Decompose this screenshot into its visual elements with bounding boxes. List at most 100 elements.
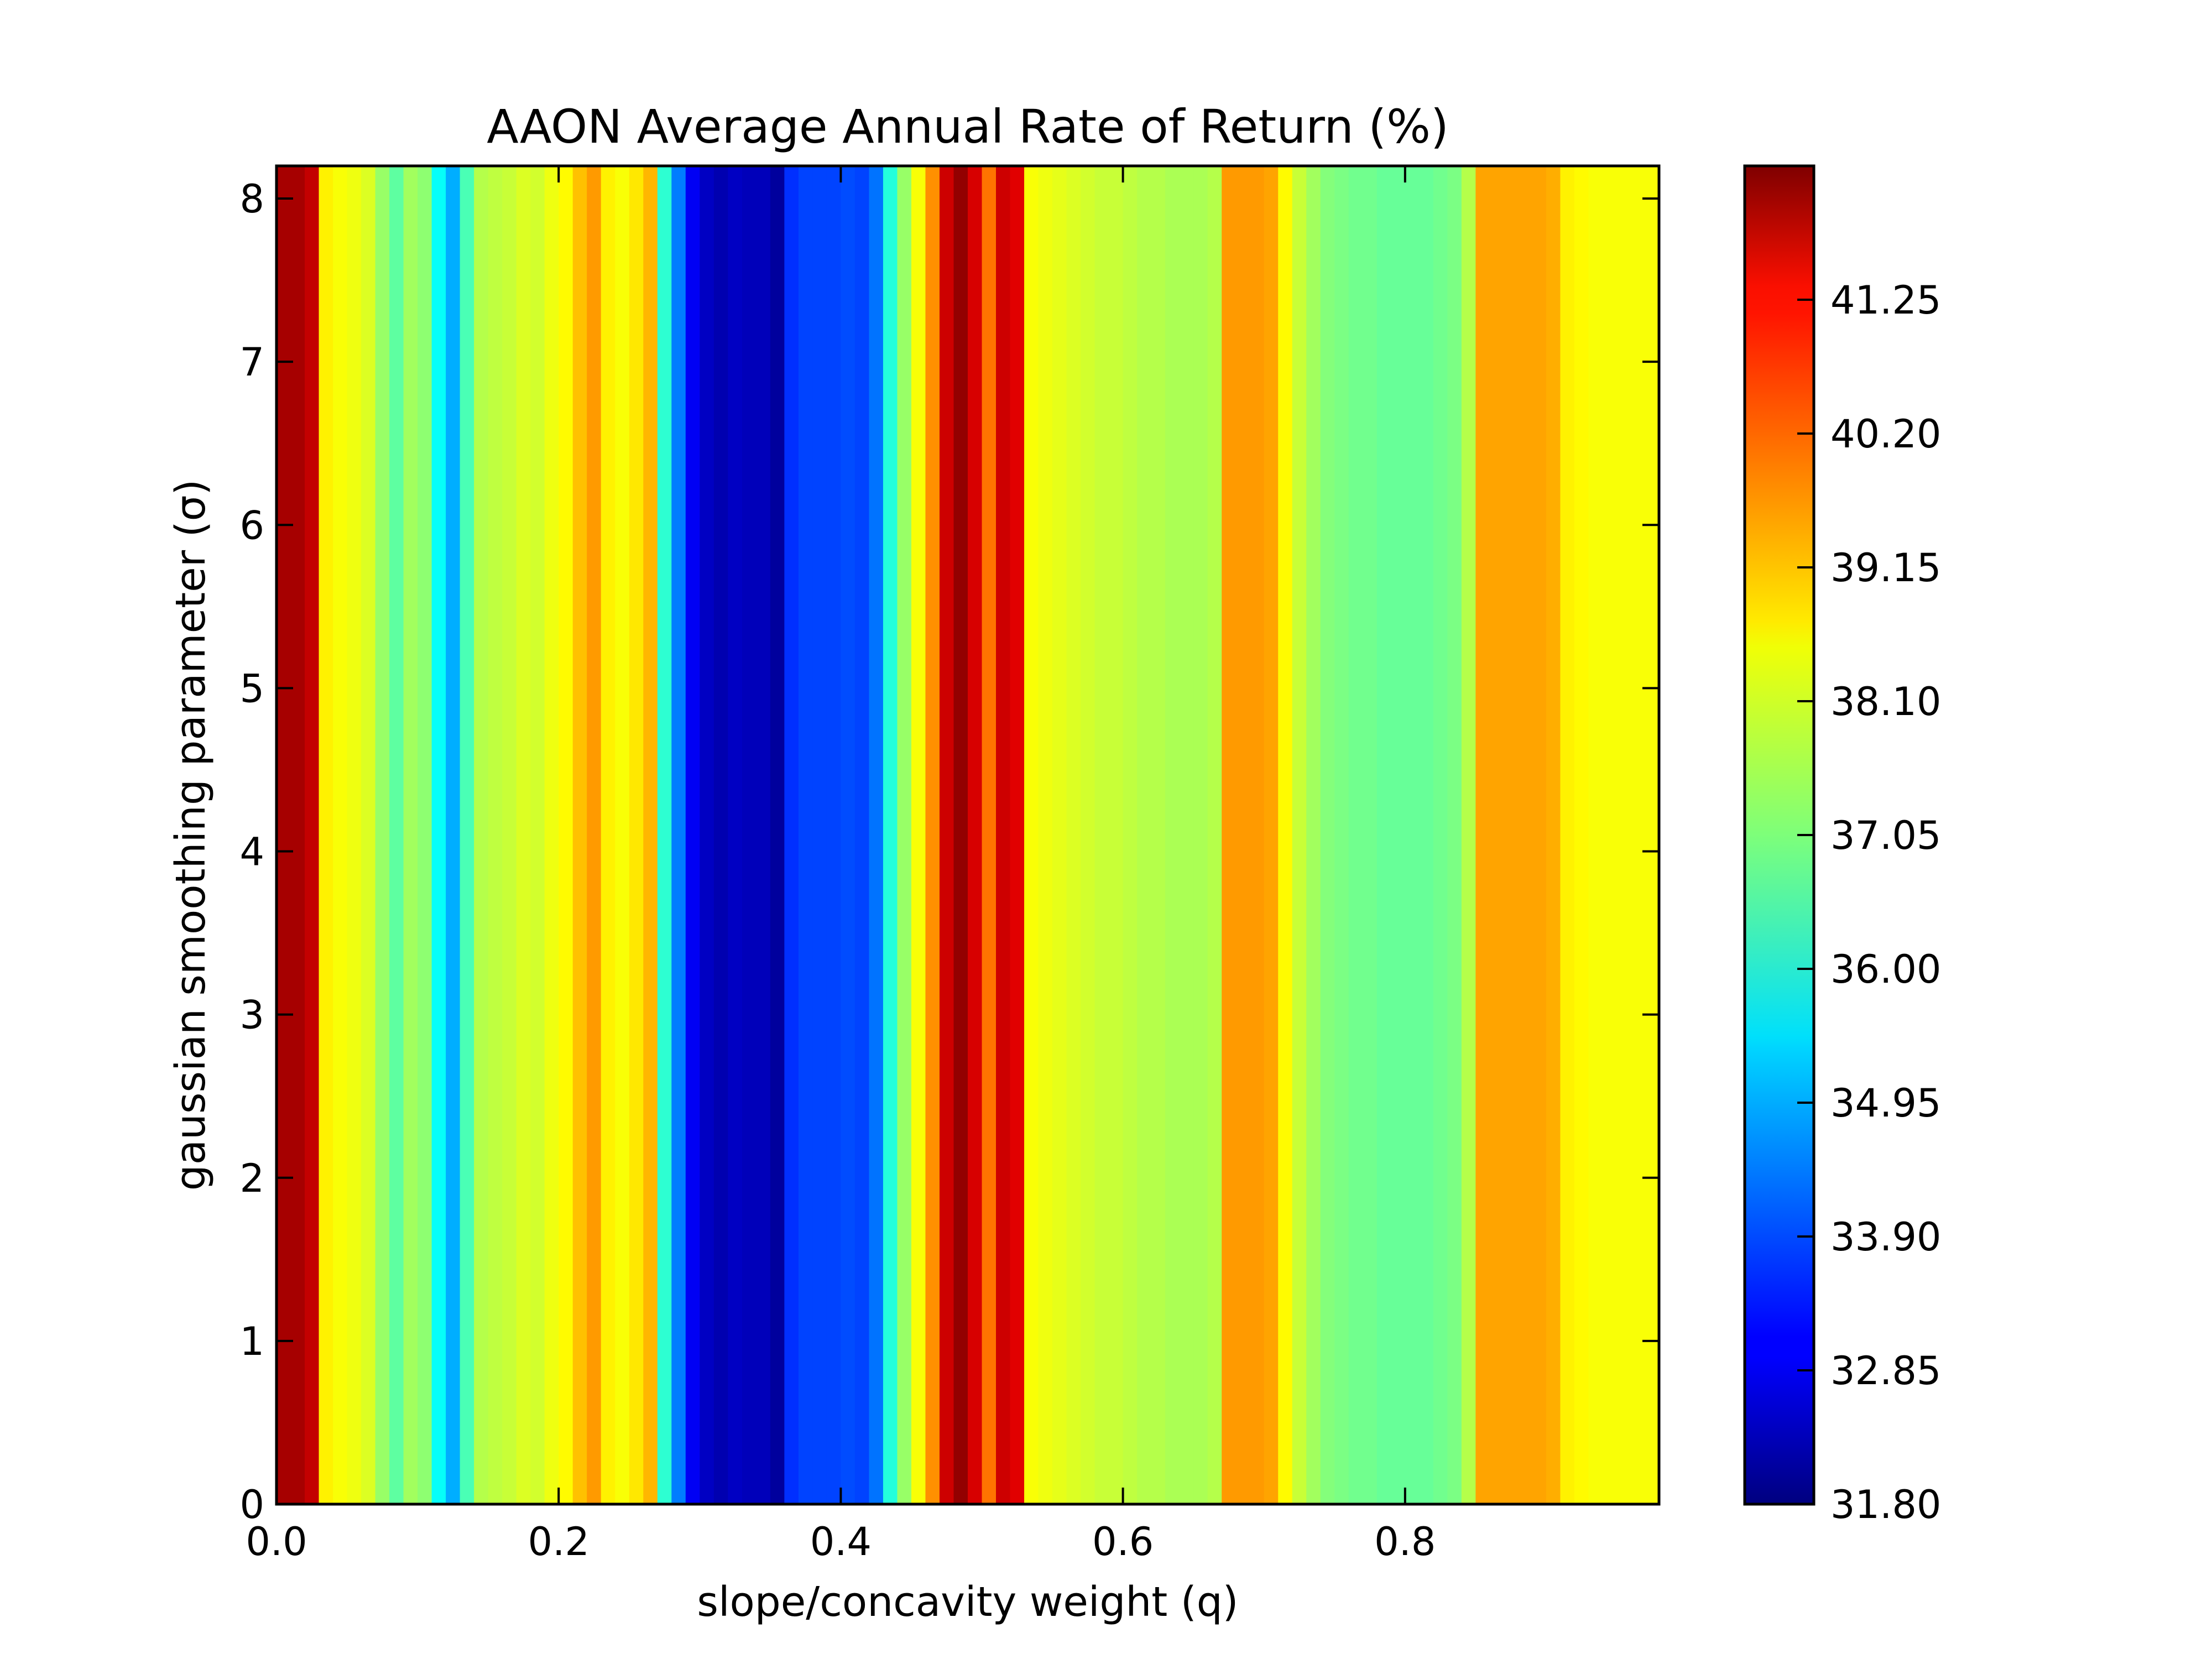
y-tick-label: 7 bbox=[239, 340, 264, 385]
heatmap-cell bbox=[1433, 166, 1448, 1504]
x-tick-label: 0.0 bbox=[246, 1519, 307, 1564]
heatmap-cell bbox=[276, 166, 291, 1504]
heatmap-cell bbox=[1109, 166, 1124, 1504]
heatmap-cell bbox=[361, 166, 376, 1504]
heatmap-cell bbox=[1645, 166, 1660, 1504]
heatmap-cell bbox=[389, 166, 404, 1504]
heatmap-cell bbox=[488, 166, 503, 1504]
plot-frame bbox=[275, 164, 1661, 1506]
y-tick-label: 8 bbox=[239, 176, 264, 222]
heatmap-cell bbox=[1222, 166, 1237, 1504]
heatmap-cell bbox=[897, 166, 912, 1504]
heatmap-cell bbox=[770, 166, 785, 1504]
y-tick-label: 6 bbox=[239, 503, 264, 548]
heatmap-cell bbox=[1574, 166, 1589, 1504]
heatmap-cell bbox=[1264, 166, 1279, 1504]
heatmap-cell bbox=[1306, 166, 1321, 1504]
heatmap-cell bbox=[305, 166, 320, 1504]
heatmap-cell bbox=[1235, 166, 1250, 1504]
heatmap-cell bbox=[869, 166, 884, 1504]
heatmap-cell bbox=[1348, 166, 1364, 1504]
heatmap-cell bbox=[572, 166, 588, 1504]
heatmap-cell bbox=[756, 166, 771, 1504]
heatmap-cell bbox=[1024, 166, 1039, 1504]
heatmap-cell bbox=[375, 166, 390, 1504]
heatmap-cell bbox=[418, 166, 432, 1504]
heatmap-cell bbox=[1207, 166, 1222, 1504]
colorbar-tick-label: 34.95 bbox=[1830, 1081, 1941, 1126]
heatmap-cell bbox=[319, 166, 333, 1504]
heatmap-cell bbox=[1630, 166, 1646, 1504]
heatmap-cell bbox=[1165, 166, 1180, 1504]
heatmap-cell bbox=[1602, 166, 1618, 1504]
heatmap-cell bbox=[1391, 166, 1406, 1504]
y-tick-label: 0 bbox=[239, 1482, 264, 1527]
x-axis-label: slope/concavity weight (q) bbox=[697, 1578, 1238, 1626]
heatmap-cell bbox=[1363, 166, 1378, 1504]
y-axis: 0 1 2 3 4 5 6 7 8 bbox=[239, 176, 1659, 1527]
heatmap-cell bbox=[1475, 166, 1490, 1504]
colorbar-tick-label: 32.85 bbox=[1830, 1348, 1941, 1394]
chart-title: AAON Average Annual Rate of Return (%) bbox=[487, 100, 1449, 154]
heatmap-cell bbox=[1123, 166, 1138, 1504]
heatmap-cell bbox=[841, 166, 855, 1504]
heatmap-cell bbox=[333, 166, 348, 1504]
colorbar-tick-label: 40.20 bbox=[1830, 411, 1941, 457]
heatmap-cell bbox=[911, 166, 926, 1504]
heatmap-cell bbox=[474, 166, 489, 1504]
heatmap-cell bbox=[784, 166, 799, 1504]
heatmap-cell bbox=[1151, 166, 1166, 1504]
x-axis: 0.0 0.2 0.4 0.6 0.8 bbox=[246, 166, 1436, 1564]
heatmap-cell bbox=[601, 166, 616, 1504]
heatmap-cell bbox=[826, 166, 842, 1504]
heatmap-cell bbox=[1334, 166, 1349, 1504]
heatmap-cell bbox=[812, 166, 827, 1504]
heatmap-cell bbox=[982, 166, 997, 1504]
heatmap-cell bbox=[629, 166, 644, 1504]
heatmap-cell bbox=[403, 166, 418, 1504]
colorbar-tick-label: 38.10 bbox=[1830, 679, 1941, 724]
heatmap-cell bbox=[939, 166, 954, 1504]
heatmap-cell bbox=[1419, 166, 1434, 1504]
heatmap-cell bbox=[559, 166, 573, 1504]
heatmap-cell bbox=[1504, 166, 1519, 1504]
colorbar-tick-label: 33.90 bbox=[1830, 1214, 1941, 1260]
heatmap-cell bbox=[1517, 166, 1533, 1504]
heatmap-cell bbox=[1038, 166, 1053, 1504]
heatmap-cell bbox=[1546, 166, 1561, 1504]
heatmap-cell bbox=[1094, 166, 1109, 1504]
heatmap-cell bbox=[1137, 166, 1152, 1504]
heatmap-cell bbox=[671, 166, 686, 1504]
colorbar-tick-label: 31.80 bbox=[1830, 1482, 1941, 1527]
heatmap-image bbox=[276, 166, 1660, 1504]
heatmap-cell bbox=[1010, 166, 1025, 1504]
heatmap-cell bbox=[1278, 166, 1293, 1504]
colorbar-tick-label: 36.00 bbox=[1830, 947, 1941, 992]
heatmap-cell bbox=[1376, 166, 1392, 1504]
heatmap-cell bbox=[446, 166, 461, 1504]
heatmap-cell bbox=[1461, 166, 1477, 1504]
y-tick-label: 4 bbox=[239, 830, 264, 875]
heatmap-cell bbox=[1616, 166, 1631, 1504]
y-tick-label: 2 bbox=[239, 1156, 264, 1201]
heatmap-cell bbox=[700, 166, 714, 1504]
y-tick-label: 5 bbox=[239, 666, 264, 711]
heatmap-cell bbox=[1320, 166, 1335, 1504]
y-axis-label: gaussian smoothing parameter (σ) bbox=[167, 479, 215, 1191]
heatmap-cell bbox=[1081, 166, 1095, 1504]
heatmap-cell bbox=[854, 166, 870, 1504]
x-tick-label: 0.8 bbox=[1374, 1519, 1436, 1564]
heatmap-cell bbox=[713, 166, 729, 1504]
colorbar-tick-label: 37.05 bbox=[1830, 813, 1941, 858]
heatmap-cell bbox=[685, 166, 701, 1504]
heatmap-cell bbox=[1292, 166, 1307, 1504]
heatmap-cell bbox=[643, 166, 658, 1504]
x-tick-label: 0.4 bbox=[810, 1519, 872, 1564]
heatmap-cell bbox=[1489, 166, 1505, 1504]
heatmap-cell bbox=[1066, 166, 1081, 1504]
heatmap-cell bbox=[925, 166, 940, 1504]
heatmap-cell bbox=[530, 166, 545, 1504]
y-tick-label: 3 bbox=[239, 993, 264, 1038]
colorbar-ticks: 31.80 32.85 33.90 34.95 36.00 37.05 38.10 39.15… bbox=[1797, 278, 1941, 1527]
heatmap-cell bbox=[1250, 166, 1265, 1504]
